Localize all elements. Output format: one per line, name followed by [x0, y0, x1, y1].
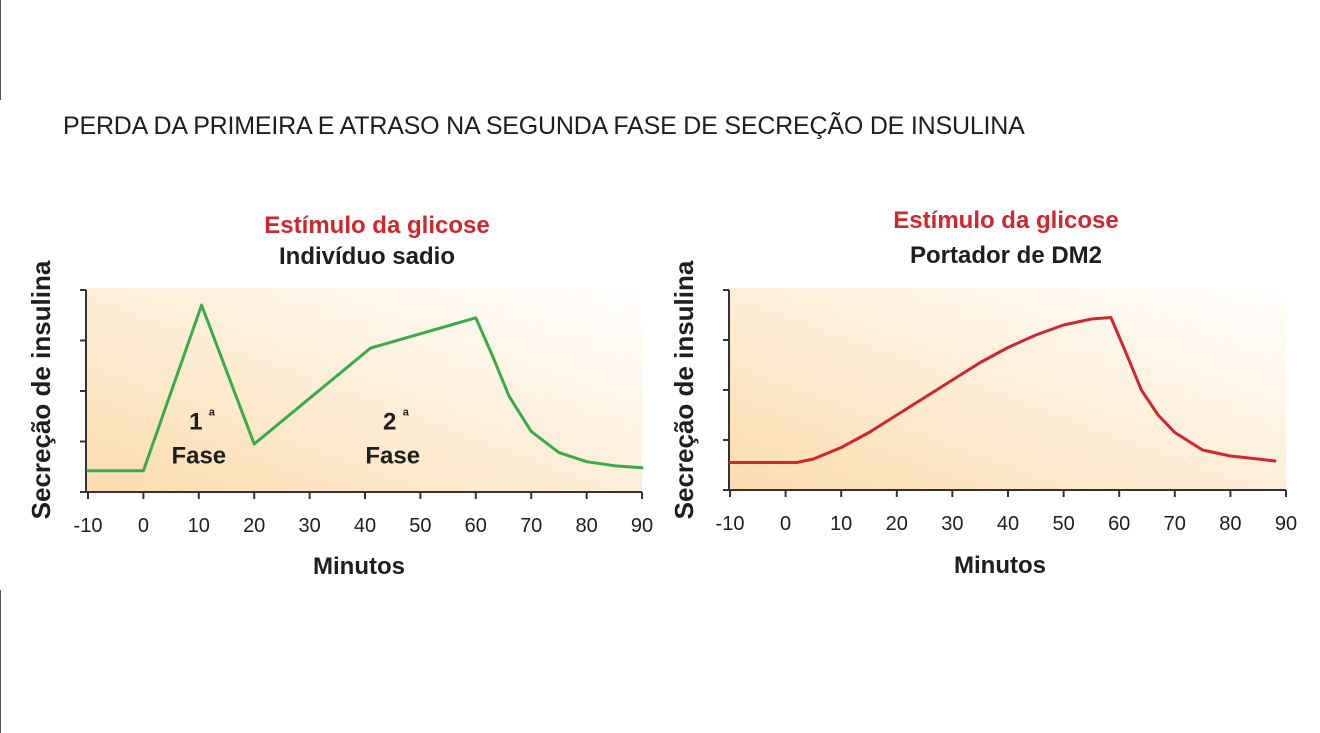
chart-healthy-title: Estímulo da glicose	[264, 212, 489, 239]
x-tick-label: -10	[74, 515, 103, 537]
x-tick-label: 10	[188, 515, 210, 537]
chart-healthy-y-axis-label: Secreção de insulina	[26, 260, 56, 519]
x-tick-label: 40	[354, 515, 376, 537]
x-tick-label: 80	[575, 515, 597, 537]
chart-healthy-plot-area	[86, 288, 642, 492]
x-tick-label: 0	[138, 515, 149, 537]
chart-dm2-subtitle: Portador de DM2	[910, 242, 1102, 269]
phase-ordinal: a	[403, 407, 410, 419]
x-tick-label: 80	[1219, 513, 1241, 535]
x-tick-label: 60	[465, 515, 487, 537]
phase-ordinal: a	[209, 407, 216, 419]
x-tick-label: 0	[780, 513, 791, 535]
left-edge-line-bottom	[0, 590, 1, 733]
series-line	[86, 303, 644, 473]
phase-label: Fase	[171, 443, 226, 470]
x-tick-label: 20	[243, 515, 265, 537]
phase-number: 2	[383, 409, 396, 436]
slide-title: PERDA DA PRIMEIRA E ATRASO NA SEGUNDA FA…	[63, 112, 1025, 140]
x-tick-label: 50	[409, 515, 431, 537]
chart-dm2-x-ticks: -10 0 10 20 30 40 50 60 70 80 90	[716, 490, 1297, 535]
x-tick-label: 90	[1275, 513, 1297, 535]
chart-healthy-x-axis-label: Minutos	[313, 553, 405, 580]
x-tick-label: 70	[1164, 513, 1186, 535]
phase-label: Fase	[365, 443, 420, 470]
chart-healthy-series	[86, 303, 644, 473]
chart-dm2-y-axis-label: Secreção de insulina	[669, 260, 699, 519]
chart-dm2: Estímulo da glicose Portador de DM2 -10 0…	[669, 207, 1297, 579]
x-tick-label: 90	[631, 515, 653, 537]
chart-dm2-title: Estímulo da glicose	[893, 207, 1118, 234]
left-edge-line-top	[0, 0, 1, 100]
x-tick-label: 60	[1108, 513, 1130, 535]
x-tick-label: -10	[716, 513, 745, 535]
x-tick-label: 50	[1052, 513, 1074, 535]
chart-dm2-series	[728, 316, 1277, 464]
chart-healthy: Estímulo da glicose Indivíduo sadio -10 0…	[26, 212, 653, 580]
x-tick-label: 70	[520, 515, 542, 537]
x-tick-label: 20	[886, 513, 908, 535]
series-line	[728, 316, 1277, 464]
chart-healthy-subtitle: Indivíduo sadio	[279, 243, 455, 270]
chart-healthy-x-ticks: -10 0 10 20 30 40 50 60 70 80 90	[74, 492, 653, 537]
x-tick-label: 10	[830, 513, 852, 535]
x-tick-label: 30	[298, 515, 320, 537]
x-tick-label: 30	[941, 513, 963, 535]
x-tick-label: 40	[997, 513, 1019, 535]
chart-dm2-x-axis-label: Minutos	[954, 552, 1046, 579]
phase-number: 1	[189, 409, 202, 436]
